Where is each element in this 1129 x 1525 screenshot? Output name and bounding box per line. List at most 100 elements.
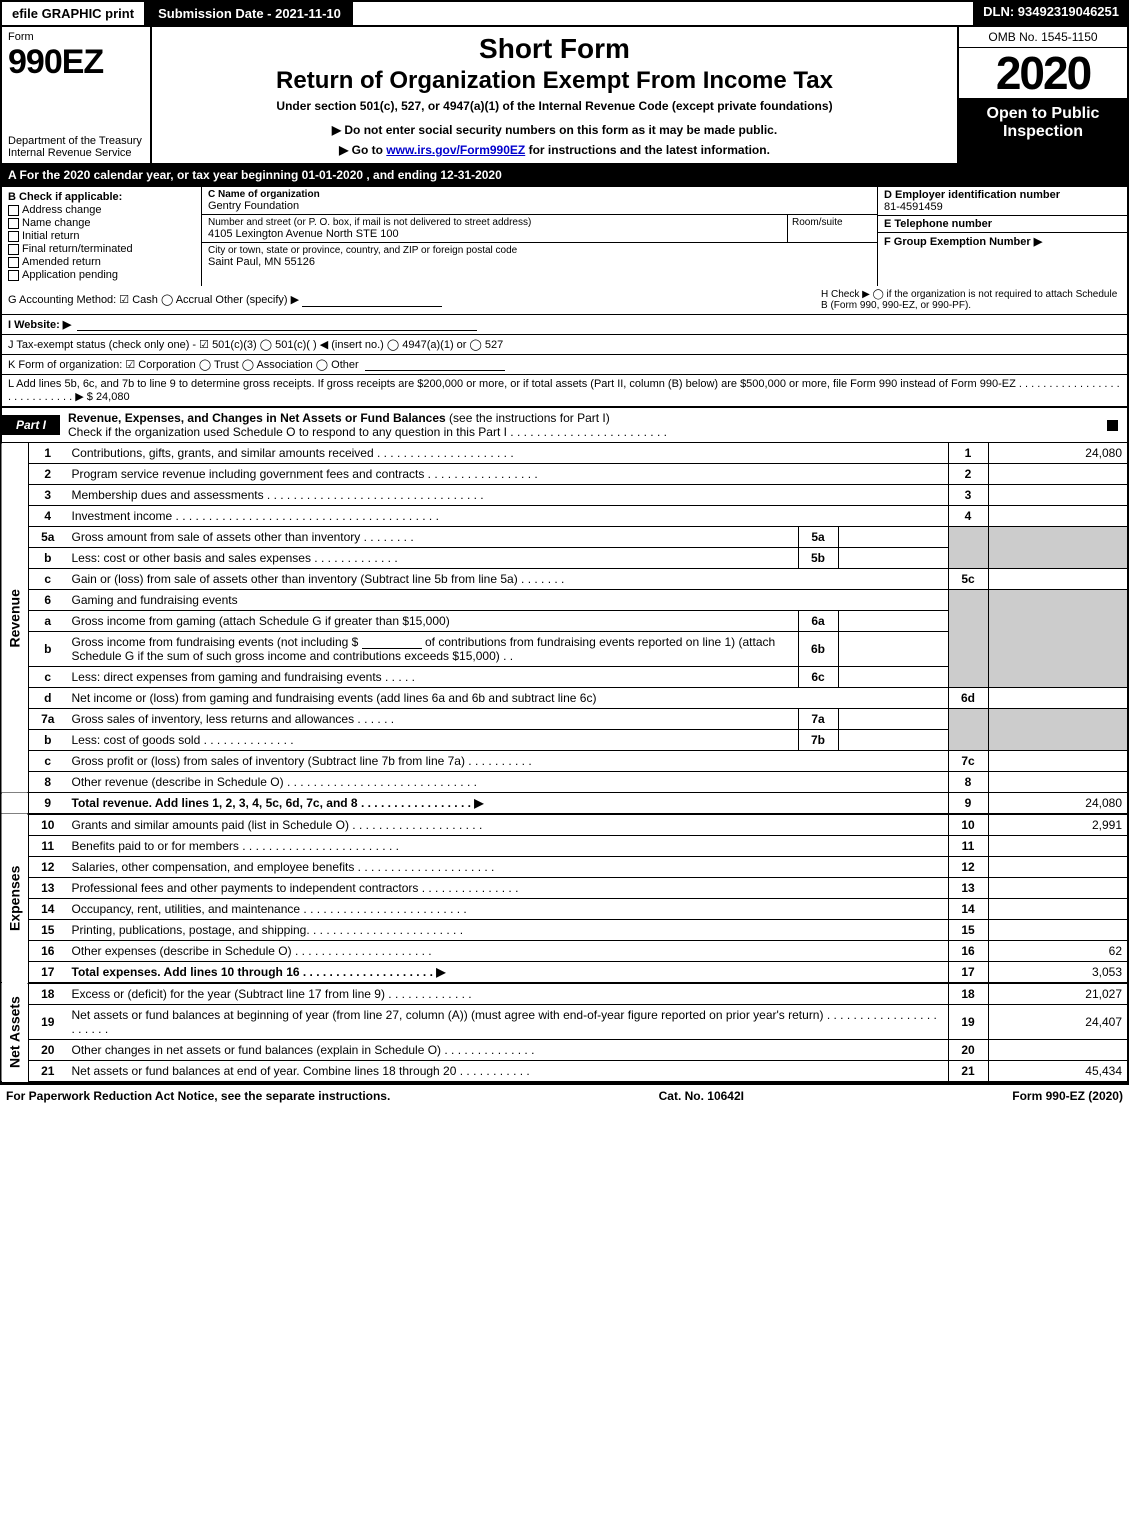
chk-name-change[interactable]: Name change (8, 217, 195, 229)
line-8-num: 8 (29, 772, 67, 793)
line-12-ref: 12 (948, 857, 988, 878)
line-6a-num: a (29, 611, 67, 632)
row-a-period: A For the 2020 calendar year, or tax yea… (0, 165, 1129, 187)
line-8-desc: Other revenue (describe in Schedule O) .… (67, 772, 949, 793)
line-5c-desc: Gain or (loss) from sale of assets other… (67, 569, 949, 590)
line-15-ref: 15 (948, 920, 988, 941)
line-16-amount: 62 (988, 941, 1128, 962)
chk-amended-return[interactable]: Amended return (8, 256, 195, 268)
line-7a-sub: 7a (798, 709, 838, 730)
open-public: Open to Public Inspection (959, 99, 1127, 163)
line-21-num: 21 (29, 1061, 67, 1083)
line-5-ref-grey (948, 527, 988, 569)
goto-pre: ▶ Go to (339, 143, 386, 157)
line-5a-sub: 5a (798, 527, 838, 548)
line-7b-num: b (29, 730, 67, 751)
line-18-desc: Excess or (deficit) for the year (Subtra… (67, 983, 949, 1005)
line-3-amount (988, 485, 1128, 506)
line-7-ref-grey (948, 709, 988, 751)
line-6-num: 6 (29, 590, 67, 611)
top-bar: efile GRAPHIC print Submission Date - 20… (0, 0, 1129, 27)
line-21-amount: 45,434 (988, 1061, 1128, 1083)
line-5b-subval (838, 548, 948, 569)
line-19-desc: Net assets or fund balances at beginning… (67, 1005, 949, 1040)
line-2-ref: 2 (948, 464, 988, 485)
chk-address-change[interactable]: Address change (8, 204, 195, 216)
efile-print-button[interactable]: efile GRAPHIC print (0, 0, 146, 27)
line-20-desc: Other changes in net assets or fund bala… (67, 1040, 949, 1061)
submission-date-button[interactable]: Submission Date - 2021-11-10 (146, 0, 353, 27)
form-header-left: Form 990EZ Department of the Treasury In… (2, 27, 152, 163)
line-4-ref: 4 (948, 506, 988, 527)
goto-line: ▶ Go to www.irs.gov/Form990EZ for instru… (160, 143, 949, 157)
chk-application-pending[interactable]: Application pending (8, 269, 195, 281)
form-number: 990EZ (8, 43, 144, 82)
line-6d-amount (988, 688, 1128, 709)
line-13-amount (988, 878, 1128, 899)
line-5a-subval (838, 527, 948, 548)
chk-initial-return[interactable]: Initial return (8, 230, 195, 242)
line-5c-num: c (29, 569, 67, 590)
ein-value: 81-4591459 (884, 201, 943, 213)
line-6-ref-grey (948, 590, 988, 688)
line-21-ref: 21 (948, 1061, 988, 1083)
line-17-ref: 17 (948, 962, 988, 984)
line-10-amount: 2,991 (988, 814, 1128, 836)
line-1-num: 1 (29, 443, 67, 464)
part1-title: Revenue, Expenses, and Changes in Net As… (60, 408, 1101, 442)
line-17-amount: 3,053 (988, 962, 1128, 984)
revenue-side-label: Revenue (1, 443, 29, 793)
line-18-num: 18 (29, 983, 67, 1005)
line-6b-sub: 6b (798, 632, 838, 667)
line-7c-desc: Gross profit or (loss) from sales of inv… (67, 751, 949, 772)
line-7b-sub: 7b (798, 730, 838, 751)
line-6c-desc: Less: direct expenses from gaming and fu… (67, 667, 799, 688)
line-2-amount (988, 464, 1128, 485)
line-21-desc: Net assets or fund balances at end of ye… (67, 1061, 949, 1083)
ssn-note: ▶ Do not enter social security numbers o… (160, 123, 949, 137)
row-l-gross-receipts: L Add lines 5b, 6c, and 7b to line 9 to … (0, 375, 1129, 408)
form-word: Form (8, 31, 144, 43)
line-1-ref: 1 (948, 443, 988, 464)
line-4-desc: Investment income . . . . . . . . . . . … (67, 506, 949, 527)
tel-label: E Telephone number (884, 218, 992, 230)
goto-post: for instructions and the latest informat… (525, 143, 770, 157)
line-3-ref: 3 (948, 485, 988, 506)
line-1-amount: 24,080 (988, 443, 1128, 464)
part1-check-note: Check if the organization used Schedule … (68, 425, 667, 439)
line-13-desc: Professional fees and other payments to … (67, 878, 949, 899)
line-2-num: 2 (29, 464, 67, 485)
line-12-num: 12 (29, 857, 67, 878)
line-4-num: 4 (29, 506, 67, 527)
part1-header: Part I Revenue, Expenses, and Changes in… (0, 408, 1129, 443)
line-6a-desc: Gross income from gaming (attach Schedul… (67, 611, 799, 632)
line-18-amount: 21,027 (988, 983, 1128, 1005)
line-13-ref: 13 (948, 878, 988, 899)
line-12-desc: Salaries, other compensation, and employ… (67, 857, 949, 878)
line-20-num: 20 (29, 1040, 67, 1061)
line-7b-subval (838, 730, 948, 751)
line-15-num: 15 (29, 920, 67, 941)
omb-number: OMB No. 1545-1150 (959, 27, 1127, 48)
under-section: Under section 501(c), 527, or 4947(a)(1)… (160, 99, 949, 113)
accounting-method: G Accounting Method: ☑ Cash ◯ Accrual Ot… (8, 293, 442, 306)
line-14-num: 14 (29, 899, 67, 920)
row-k-form-of-org: K Form of organization: ☑ Corporation ◯ … (0, 355, 1129, 375)
line-9-ref: 9 (948, 793, 988, 815)
org-name-label: C Name of organization (208, 189, 871, 200)
line-7a-subval (838, 709, 948, 730)
line-11-desc: Benefits paid to or for members . . . . … (67, 836, 949, 857)
irs-link[interactable]: www.irs.gov/Form990EZ (386, 143, 525, 157)
line-1-desc: Contributions, gifts, grants, and simila… (67, 443, 949, 464)
line-5c-amount (988, 569, 1128, 590)
line-15-desc: Printing, publications, postage, and shi… (67, 920, 949, 941)
short-form-title: Short Form (160, 33, 949, 65)
line-6c-num: c (29, 667, 67, 688)
line-11-amount (988, 836, 1128, 857)
part1-schedule-o-check[interactable] (1101, 418, 1127, 432)
chk-final-return[interactable]: Final return/terminated (8, 243, 195, 255)
tax-year: 2020 (959, 48, 1127, 99)
line-17-desc: Total expenses. Add lines 10 through 16 … (67, 962, 949, 984)
expenses-side-label: Expenses (1, 814, 29, 983)
line-6a-sub: 6a (798, 611, 838, 632)
